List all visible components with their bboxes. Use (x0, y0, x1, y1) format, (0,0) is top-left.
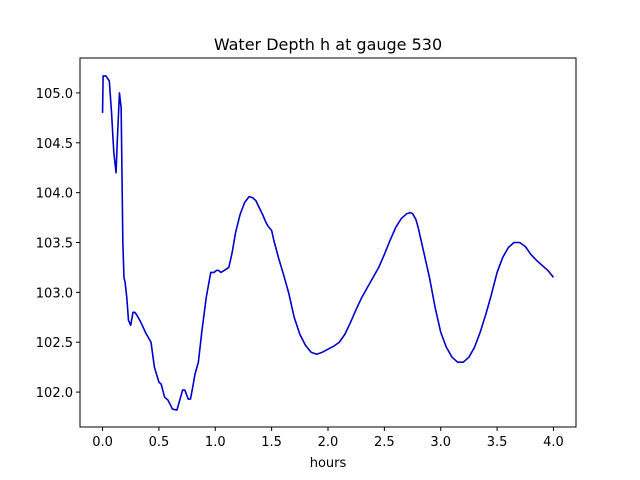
x-tick-label: 3.0 (430, 435, 451, 450)
x-tick-label: 1.0 (205, 435, 226, 450)
x-tick-label: 1.5 (261, 435, 282, 450)
x-axis: 0.0 0.5 1.0 1.5 2.0 2.5 3.0 3.5 4.0 (92, 427, 564, 450)
x-tick-label: 0.0 (92, 435, 113, 450)
y-tick-label: 104.5 (36, 137, 73, 152)
y-axis: 102.0 102.5 103.0 103.5 104.0 104.5 105.0 (36, 87, 80, 401)
x-axis-label: hours (310, 456, 347, 471)
y-tick-label: 102.5 (36, 336, 73, 351)
y-tick-label: 104.0 (36, 187, 73, 202)
x-tick-label: 3.5 (487, 435, 508, 450)
y-tick-label: 103.0 (36, 286, 73, 301)
y-tick-label: 103.5 (36, 237, 73, 252)
x-tick-label: 2.0 (318, 435, 339, 450)
x-tick-label: 2.5 (374, 435, 395, 450)
x-tick-label: 4.0 (543, 435, 564, 450)
water-depth-line (101, 75, 555, 411)
plot-area-frame (79, 57, 577, 428)
x-tick-label: 0.5 (149, 435, 170, 450)
y-tick-label: 102.0 (36, 386, 73, 401)
chart-title: Water Depth h at gauge 530 (214, 35, 442, 54)
y-tick-label: 105.0 (36, 87, 73, 102)
